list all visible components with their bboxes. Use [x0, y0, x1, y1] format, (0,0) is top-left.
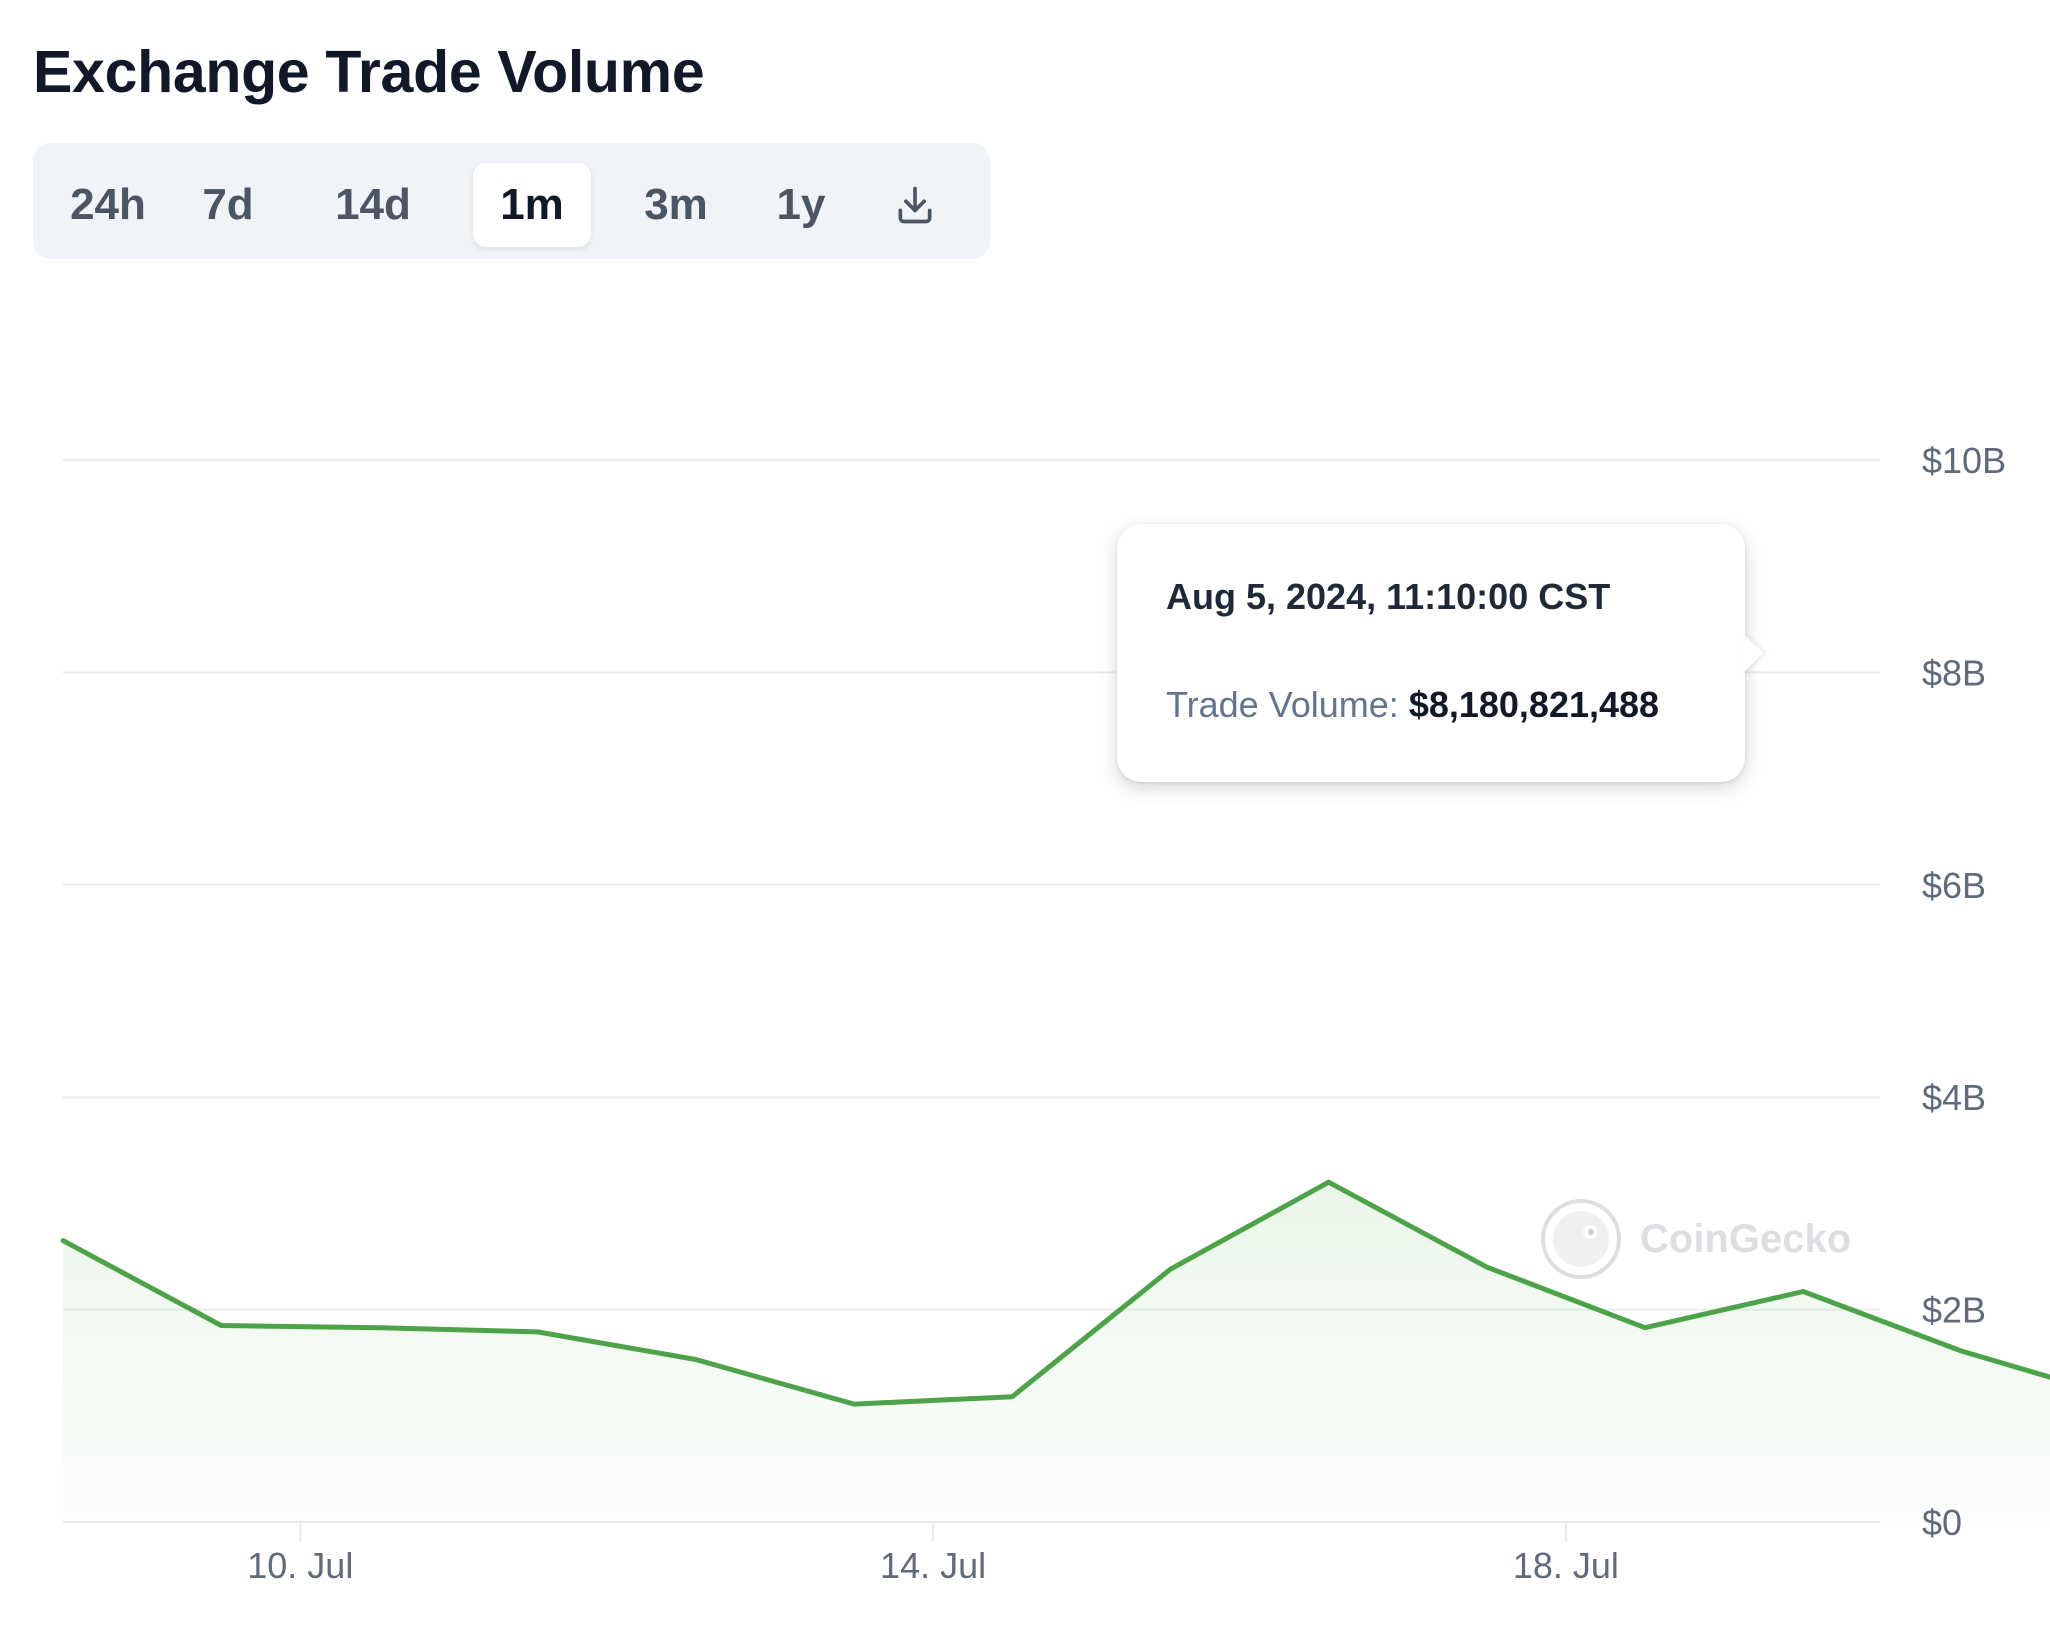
y-tick-label: $6B — [1922, 865, 1986, 906]
range-button-1m[interactable]: 1m — [473, 163, 591, 247]
series-line-path — [60, 1179, 2050, 1407]
chart-tooltip: Aug 5, 2024, 11:10:00 CST Trade Volume: … — [1117, 524, 1763, 782]
tooltip-label: Trade Volume: — [1166, 684, 1399, 725]
x-tick-label: 10. Jul — [247, 1545, 353, 1586]
tooltip-value-line: Trade Volume: $8,180,821,488 — [1166, 684, 1659, 726]
range-button-3m[interactable]: 3m — [644, 180, 708, 229]
series-line — [60, 1179, 2050, 1407]
download-button[interactable] — [873, 163, 957, 247]
range-button-14d[interactable]: 14d — [335, 180, 411, 229]
range-button-24h[interactable]: 24h — [70, 180, 146, 229]
y-tick-label: $2B — [1922, 1290, 1986, 1331]
range-button-1y[interactable]: 1y — [776, 180, 826, 229]
page-title: Exchange Trade Volume — [33, 39, 705, 105]
tooltip-value: $8,180,821,488 — [1408, 684, 1660, 725]
watermark-text: CoinGecko — [1640, 1216, 1852, 1261]
coingecko-logo-icon — [1541, 1199, 1621, 1279]
tooltip-date: Aug 5, 2024, 11:10:00 CST — [1166, 576, 1611, 617]
tooltip-pointer — [1743, 633, 1763, 673]
y-tick-label: $8B — [1922, 652, 1986, 693]
download-icon — [898, 186, 932, 224]
x-tick-label: 14. Jul — [880, 1545, 986, 1586]
series-area — [63, 1182, 2050, 1522]
y-tick-label: $0 — [1922, 1502, 1962, 1543]
y-tick-label: $10B — [1922, 440, 2006, 481]
data-points — [60, 623, 2050, 1407]
time-range-selector: 24h 7d 14d 1m 3m 1y — [33, 143, 990, 259]
coingecko-watermark: CoinGecko — [1540, 1198, 1851, 1280]
range-button-7d[interactable]: 7d — [202, 180, 254, 229]
area-fill — [63, 1182, 2050, 1522]
y-tick-label: $4B — [1922, 1077, 1986, 1118]
x-tick-label: 18. Jul — [1513, 1545, 1619, 1586]
